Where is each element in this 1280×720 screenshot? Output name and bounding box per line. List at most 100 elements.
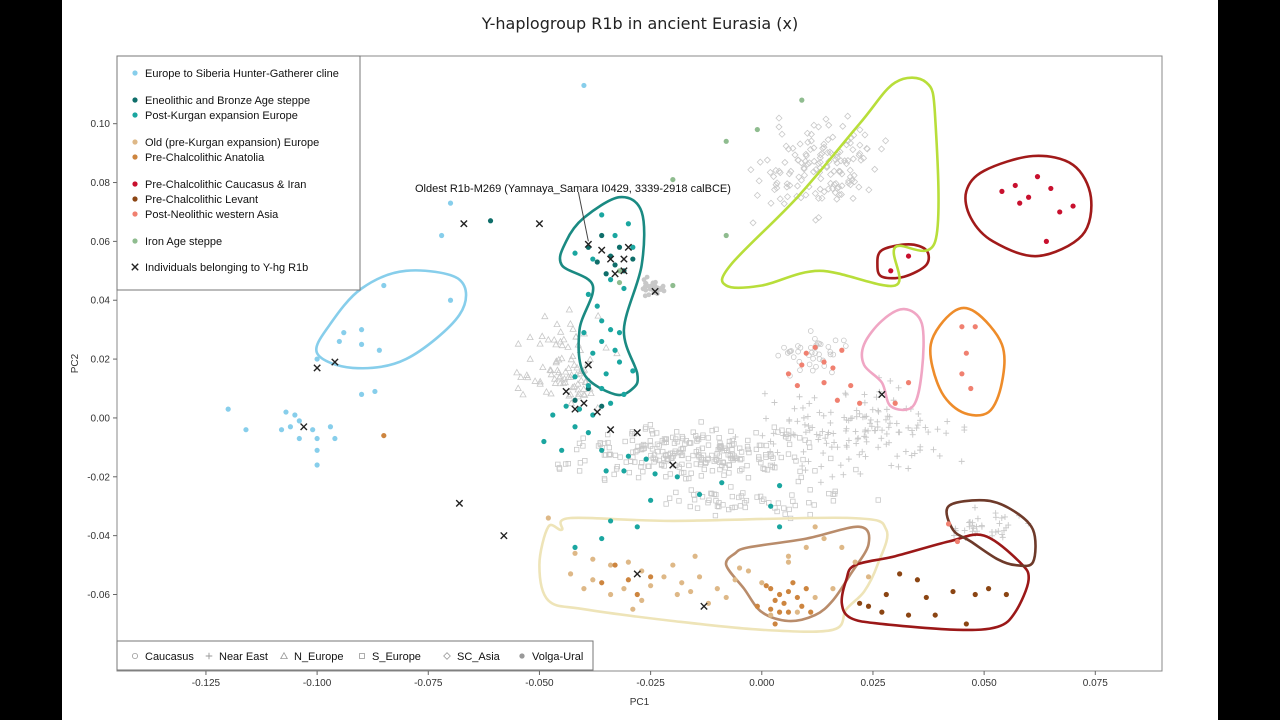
data-point (314, 356, 320, 362)
background-point (644, 274, 650, 280)
background-point (774, 508, 780, 515)
background-point (679, 461, 685, 468)
background-point (807, 328, 814, 334)
background-point (705, 442, 712, 448)
background-point (783, 193, 792, 201)
modern-legend-marker (131, 652, 139, 660)
background-point (678, 470, 685, 476)
background-point (698, 419, 704, 425)
data-point (590, 256, 596, 262)
group-outline (876, 242, 931, 280)
legend-label: Eneolithic and Bronze Age steppe (145, 95, 310, 107)
data-point (879, 609, 885, 615)
data-point (590, 556, 596, 562)
background-point (787, 167, 795, 175)
background-point (580, 390, 588, 398)
background-point (795, 348, 801, 355)
background-point (849, 194, 857, 202)
background-point (806, 145, 815, 154)
background-point (579, 385, 588, 392)
group-outline (558, 195, 646, 397)
background-point (713, 491, 719, 498)
background-point (969, 528, 976, 535)
data-point (296, 418, 302, 424)
data-point (954, 538, 961, 545)
background-point (771, 399, 778, 406)
data-point (1070, 203, 1076, 209)
background-point (865, 427, 872, 434)
data-point (1048, 185, 1054, 192)
background-point (861, 131, 869, 139)
background-point (514, 339, 522, 347)
background-point (746, 449, 752, 456)
background-point (879, 427, 886, 434)
data-point (550, 412, 556, 418)
x-tick-label: 0.050 (972, 678, 997, 689)
background-point (577, 376, 585, 384)
series-group (381, 432, 814, 627)
background-point (561, 378, 569, 386)
background-point (859, 448, 866, 455)
background-point (557, 328, 565, 335)
background-point (664, 458, 670, 464)
legend-label: Pre-Chalcolithic Levant (145, 194, 258, 206)
legend-label: Old (pre-Kurgan expansion) Europe (145, 137, 319, 149)
background-point (678, 446, 684, 452)
background-point (971, 504, 978, 511)
background-point (647, 422, 654, 428)
background-point (863, 434, 870, 441)
background-point (761, 466, 768, 472)
background-point (800, 164, 808, 172)
background-point (856, 141, 864, 149)
background-point (786, 506, 792, 513)
data-point (336, 338, 342, 345)
background-point (763, 156, 771, 164)
background-point (661, 463, 667, 469)
background-point (612, 452, 619, 459)
r1b-individual-marker (700, 602, 708, 610)
modern-legend-marker (443, 652, 451, 660)
group-outline (840, 533, 1031, 632)
background-point (706, 497, 712, 503)
data-point (688, 588, 694, 595)
background-point (721, 472, 727, 478)
background-point (738, 449, 745, 455)
data-point (296, 435, 302, 442)
background-point (726, 470, 732, 476)
background-point (738, 493, 745, 499)
data-point (723, 138, 729, 144)
background-point (732, 504, 738, 510)
background-point (553, 320, 561, 328)
background-point (816, 409, 823, 416)
background-point (550, 335, 558, 343)
r1b-individual-marker (535, 220, 544, 228)
background-point (696, 454, 702, 460)
background-point (816, 356, 823, 362)
background-point (663, 452, 669, 459)
background-point (823, 440, 830, 447)
background-point (922, 424, 929, 431)
background-point (559, 379, 568, 386)
background-point (776, 195, 784, 203)
background-point (729, 437, 736, 444)
background-point (808, 344, 814, 351)
background-point (849, 146, 857, 154)
background-point (567, 399, 575, 406)
background-point (606, 452, 612, 458)
background-point (805, 159, 813, 167)
background-point (791, 405, 798, 412)
y-tick-label: 0.00 (91, 413, 111, 424)
data-point (599, 580, 605, 586)
background-point (800, 171, 809, 179)
legend-label: Iron Age steppe (145, 236, 222, 248)
background-point (654, 448, 661, 455)
background-point (835, 167, 843, 175)
data-point (572, 250, 578, 256)
modern-legend-marker (359, 653, 365, 659)
background-point (833, 195, 841, 203)
background-point (745, 437, 751, 444)
background-point (846, 181, 855, 189)
data-point (923, 594, 929, 601)
background-point (565, 305, 574, 313)
data-point (999, 188, 1005, 194)
